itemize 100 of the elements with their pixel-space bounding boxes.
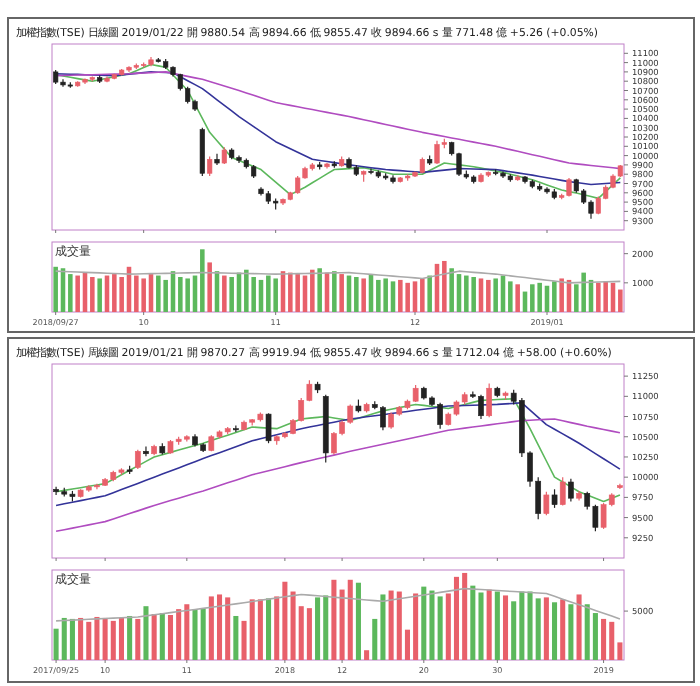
bar <box>354 277 359 312</box>
bar <box>581 272 586 312</box>
bar <box>361 278 366 312</box>
bar <box>306 608 312 660</box>
bar <box>596 282 601 312</box>
bar <box>609 621 615 660</box>
bar <box>233 615 239 660</box>
bar <box>396 591 402 660</box>
bar <box>249 599 255 660</box>
bar <box>216 594 223 660</box>
bar <box>90 277 95 312</box>
bar <box>69 618 75 660</box>
bar <box>576 594 582 660</box>
bar <box>453 576 460 660</box>
bar <box>143 606 149 660</box>
bar <box>127 615 133 660</box>
bar <box>282 581 288 660</box>
bar <box>537 282 542 312</box>
bar <box>208 596 214 660</box>
bar <box>470 585 476 660</box>
bar <box>380 594 386 660</box>
bar <box>494 591 500 660</box>
line-series <box>55 418 621 533</box>
bar <box>288 272 293 312</box>
bar <box>266 598 272 660</box>
bar <box>355 582 361 660</box>
bar <box>449 268 454 312</box>
bar <box>225 597 231 660</box>
bar <box>323 595 329 660</box>
bar <box>437 596 443 660</box>
bar <box>167 615 174 660</box>
bar <box>559 278 564 312</box>
bar <box>508 281 513 312</box>
bar <box>552 281 557 312</box>
bar <box>568 604 574 660</box>
bar <box>543 597 549 660</box>
bar <box>251 277 256 312</box>
bar <box>185 278 190 312</box>
bar <box>78 617 84 660</box>
bar <box>383 278 388 312</box>
bar <box>552 602 558 660</box>
bar <box>257 599 263 660</box>
bar <box>519 591 525 660</box>
bar <box>229 277 234 312</box>
bar <box>134 275 139 312</box>
bar <box>135 618 141 660</box>
bar <box>427 275 432 312</box>
bar <box>331 579 337 660</box>
bar <box>207 262 212 312</box>
bar <box>110 620 116 660</box>
bar <box>222 275 227 312</box>
bar <box>102 617 108 660</box>
bar <box>347 579 353 660</box>
bar <box>527 591 533 660</box>
bar <box>200 249 205 312</box>
bar <box>332 271 337 312</box>
bar <box>273 278 278 312</box>
bar <box>486 589 492 660</box>
bar <box>462 572 468 660</box>
bar <box>339 274 344 312</box>
bar <box>86 621 92 660</box>
bar <box>493 278 498 312</box>
bar <box>68 274 73 312</box>
bar <box>163 279 168 312</box>
bar <box>266 275 271 312</box>
bar <box>94 616 100 660</box>
bar <box>200 608 206 660</box>
bar <box>601 618 607 660</box>
bar <box>75 275 80 312</box>
bar <box>535 598 541 660</box>
bar <box>429 590 435 660</box>
bar <box>364 650 370 660</box>
bar <box>159 613 165 660</box>
bar <box>290 591 296 660</box>
bar <box>502 595 509 660</box>
bar <box>295 274 300 312</box>
bar <box>405 282 410 312</box>
bar <box>315 597 321 660</box>
bar <box>388 590 394 660</box>
bar <box>317 268 322 312</box>
bar <box>560 599 566 660</box>
bar <box>478 592 484 660</box>
bar <box>184 604 190 660</box>
bar <box>618 289 623 312</box>
bar <box>192 609 198 660</box>
bar <box>376 279 381 312</box>
bar <box>310 269 315 312</box>
bar <box>421 586 427 660</box>
bar <box>442 260 447 312</box>
bar <box>151 614 157 660</box>
bar <box>603 281 608 312</box>
bar <box>178 277 183 312</box>
bar <box>118 617 124 660</box>
bar <box>97 278 102 312</box>
bar <box>398 279 403 312</box>
bar <box>176 609 182 660</box>
bar <box>112 274 117 312</box>
bar <box>486 279 491 312</box>
bar <box>420 278 425 312</box>
bar <box>244 269 249 312</box>
